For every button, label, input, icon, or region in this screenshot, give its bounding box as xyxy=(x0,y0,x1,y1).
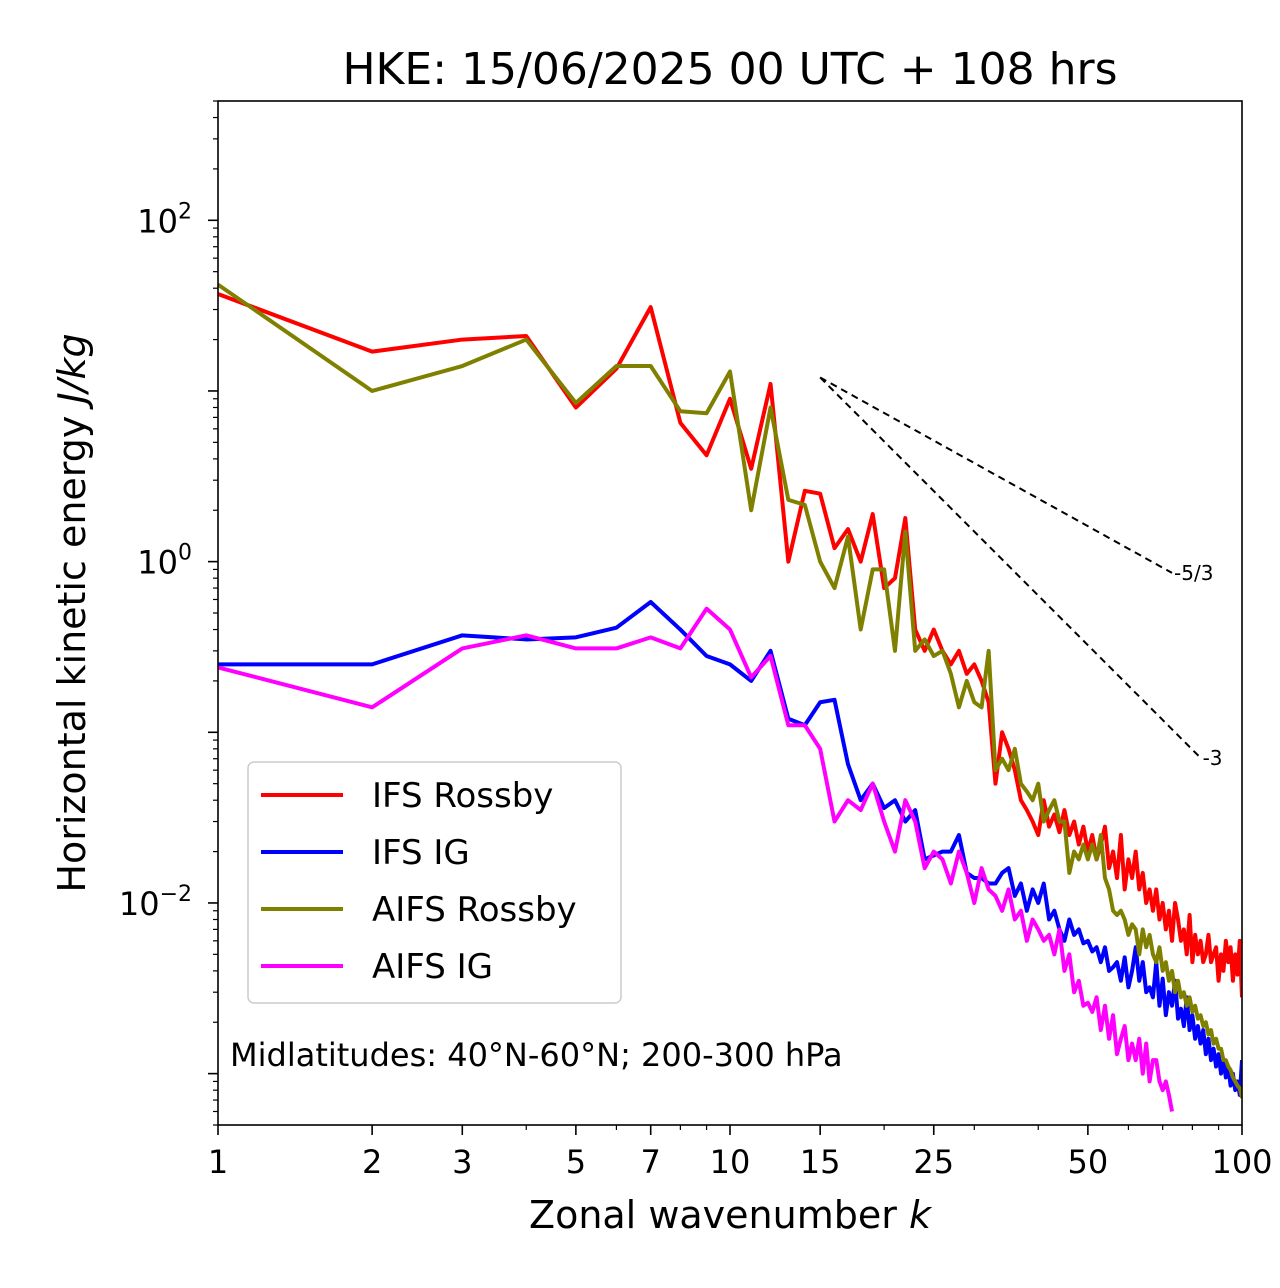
series-layer xyxy=(218,282,1242,1112)
legend-entries: IFS Rossby IFS IG AIFS Rossby AIFS IG xyxy=(261,776,577,987)
x-tick-label: 100 xyxy=(1211,1143,1272,1181)
chart-title: HKE: 15/06/2025 00 UTC + 108 hrs xyxy=(342,44,1117,95)
legend: IFS Rossby IFS IG AIFS Rossby AIFS IG xyxy=(247,761,622,1004)
legend-box xyxy=(247,761,622,1004)
x-tick-label: 50 xyxy=(1068,1143,1109,1181)
x-tick-label: 7 xyxy=(641,1143,661,1181)
legend-label: AIFS IG xyxy=(372,947,493,987)
legend-entry: AIFS Rossby xyxy=(261,890,577,930)
legend-entry: AIFS IG xyxy=(261,947,493,987)
region-annotation: Midlatitudes: 40°N-60°N; 200-300 hPa xyxy=(230,1036,843,1074)
x-tick-label: 5 xyxy=(566,1143,586,1181)
y-axis-title: Horizontal kinetic energy J/kg xyxy=(50,333,94,892)
x-tick-label: 10 xyxy=(710,1143,751,1181)
x-axis-title: Zonal wavenumber k xyxy=(529,1193,933,1237)
reference-slope-layer: -5/3 -3 xyxy=(819,376,1223,770)
reference-slope-line xyxy=(819,376,1173,574)
x-axis-title-variable: k xyxy=(909,1193,933,1237)
series-line-ifs-rossby xyxy=(218,292,1242,998)
reference-slope-label: -3 xyxy=(1203,746,1223,770)
x-tick-label: 15 xyxy=(800,1143,841,1181)
x-tick-label: 1 xyxy=(208,1143,228,1181)
y-tick-label: 10−2 xyxy=(119,882,192,923)
reference-slope-label: -5/3 xyxy=(1174,561,1213,585)
series-line-ifs-ig xyxy=(218,600,1242,1097)
y-axis-title-text: Horizontal kinetic energy xyxy=(50,404,94,893)
legend-entry: IFS Rossby xyxy=(261,776,553,816)
series-line-aifs-rossby xyxy=(218,282,1242,1099)
legend-entry: IFS IG xyxy=(261,833,470,873)
axis-ticks: 1 2 3 5 7 10 15 25 50 100 102 100 10−2 xyxy=(119,100,1273,1181)
y-tick-label: 102 xyxy=(137,199,192,240)
x-tick-label: 25 xyxy=(913,1143,954,1181)
legend-label: IFS Rossby xyxy=(372,776,553,816)
series-line-aifs-ig xyxy=(218,606,1174,1112)
y-axis-title-unit: J/kg xyxy=(50,333,94,410)
legend-label: IFS IG xyxy=(372,833,470,873)
x-tick-label: 2 xyxy=(362,1143,382,1181)
legend-label: AIFS Rossby xyxy=(372,890,577,930)
x-tick-label: 3 xyxy=(452,1143,472,1181)
y-tick-label: 100 xyxy=(137,541,192,582)
x-axis-title-text: Zonal wavenumber xyxy=(529,1193,909,1237)
reference-slope-line xyxy=(819,376,1202,759)
